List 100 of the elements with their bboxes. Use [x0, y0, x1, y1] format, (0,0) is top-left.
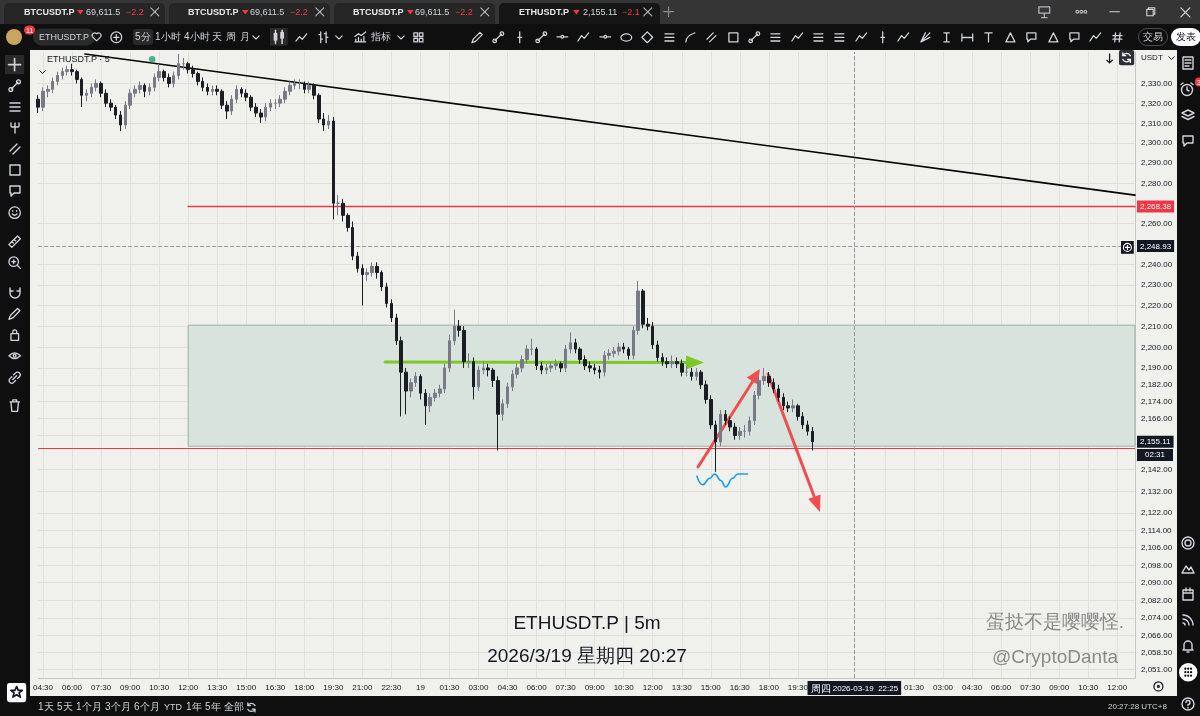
text: −2.1 — [622, 6, 640, 17]
candlestick — [206, 82, 209, 96]
x-tick-label: 19:30 — [323, 682, 344, 692]
x-tick-label: 19:30 — [787, 682, 809, 692]
y-tick-label: 2,320.00 — [1141, 98, 1173, 108]
x-tick-label: 22:30 — [381, 682, 402, 692]
x-tick-label: 04:30 — [497, 682, 519, 692]
text: 月 — [240, 31, 250, 42]
y-tick-label: 2,260.00 — [1141, 218, 1173, 228]
candlestick — [748, 415, 751, 437]
x-tick-label: 15:00 — [236, 682, 257, 692]
candlestick — [453, 309, 456, 346]
text: 全部 — [224, 701, 244, 712]
candlestick — [419, 373, 422, 401]
y-tick-label: 2,220.00 — [1141, 300, 1173, 310]
candlestick — [811, 426, 814, 451]
y-tick-label: 2,098.00 — [1141, 560, 1173, 570]
y-tick-label: 2,200.00 — [1141, 342, 1173, 352]
text: −2.2 — [455, 6, 473, 17]
x-tick-label: 12:00 — [642, 682, 664, 692]
y-tick-label: 2,240.00 — [1141, 259, 1173, 269]
ref-line-label: 周四 2026-03-19 22:25 — [810, 682, 899, 694]
candlestick — [695, 367, 698, 382]
x-tick-label: 10:30 — [149, 682, 170, 692]
x-tick-label: 18:00 — [758, 682, 780, 692]
y-tick-label: 2,230.00 — [1141, 280, 1173, 290]
y-tick-label: 2,210.00 — [1141, 321, 1173, 331]
candlestick — [65, 65, 69, 77]
x-tick-label: 12:00 — [1107, 682, 1128, 692]
candlestick — [336, 194, 340, 216]
text: 发表 — [1171, 28, 1200, 46]
ref-line-label: 2,248.93 — [1140, 241, 1172, 251]
x-tick-label: 01:30 — [904, 682, 925, 692]
text: USDT — [1141, 53, 1163, 62]
candlestick — [467, 352, 471, 369]
text: 3个月 — [105, 701, 131, 712]
text: BTCUSDT.P — [188, 6, 239, 17]
text: −2.2 — [126, 6, 144, 17]
x-tick-label: 04:30 — [32, 682, 54, 692]
x-tick-label: 06:00 — [62, 682, 83, 692]
x-tick-label: 13:30 — [207, 682, 228, 692]
text: 2026/3/19 星期四 20:27 — [487, 644, 687, 666]
candlestick — [777, 384, 780, 403]
candlestick — [535, 346, 538, 371]
x-tick-label: 09:00 — [584, 682, 606, 692]
x-tick-label: 06:00 — [526, 682, 548, 692]
annotation: @CryptoDanta — [992, 645, 1118, 667]
candlestick — [564, 344, 567, 373]
candlestick — [172, 71, 175, 88]
text: 天 — [212, 31, 222, 42]
candlestick — [690, 367, 693, 382]
candlestick — [177, 53, 180, 80]
x-tick-label: 10:30 — [1078, 682, 1099, 692]
text: 1天 — [38, 701, 54, 712]
candlestick — [738, 426, 742, 441]
candlestick — [424, 388, 427, 426]
x-tick-label: 01:30 — [439, 682, 461, 692]
text: BTCUSDT.P — [24, 6, 75, 17]
y-tick-label: 2,090.00 — [1141, 578, 1173, 588]
candlestick — [36, 94, 40, 114]
candlestick — [622, 342, 625, 354]
y-tick-label: 2,166.00 — [1141, 414, 1173, 424]
y-tick-label: 2,142.00 — [1141, 465, 1173, 475]
candlestick — [448, 334, 451, 373]
x-tick-label: 16:30 — [265, 682, 286, 692]
x-tick-label: 07:30 — [555, 682, 577, 692]
candlestick — [264, 102, 267, 122]
text: 4小时 — [184, 31, 210, 42]
candlestick — [361, 263, 364, 306]
candlestick — [506, 382, 509, 409]
text: 指标 — [371, 31, 391, 42]
y-tick-label: 2,280.00 — [1141, 178, 1173, 188]
y-tick-label: 2,051.00 — [1141, 664, 1173, 674]
x-tick-label: 10:30 — [613, 682, 635, 692]
y-tick-label: 2,190.00 — [1141, 363, 1173, 373]
candlestick — [482, 361, 485, 375]
candlestick — [569, 331, 572, 354]
y-tick-label: 2,182.00 — [1141, 380, 1173, 390]
candlestick — [719, 409, 722, 447]
text: 周 — [226, 31, 236, 42]
candlestick — [477, 365, 480, 392]
candlestick — [356, 251, 359, 273]
text: 5天 — [57, 701, 73, 712]
annotation: 蛋挞不是嘤嘤怪. — [985, 610, 1125, 632]
x-tick-label: 04:30 — [962, 682, 983, 692]
y-tick-label: 2,058.50 — [1141, 647, 1173, 657]
x-tick-label: 03:00 — [468, 682, 490, 692]
candlestick — [530, 338, 533, 356]
candlestick — [230, 94, 233, 116]
text: 69,611.5 — [415, 6, 450, 17]
data-label: 2,268.38 — [1140, 201, 1172, 211]
x-tick-label: 07:30 — [1020, 682, 1041, 692]
x-tick-label: 21:00 — [352, 682, 373, 692]
text: 20:27:28 UTC+8 — [1108, 702, 1167, 711]
x-tick-label: 07:30 — [91, 682, 112, 692]
candlestick — [332, 116, 335, 220]
candlestick — [85, 88, 88, 102]
candlestick — [307, 80, 311, 94]
text: 交易 — [1138, 28, 1168, 46]
y-tick-label: 2,074.00 — [1141, 613, 1173, 623]
